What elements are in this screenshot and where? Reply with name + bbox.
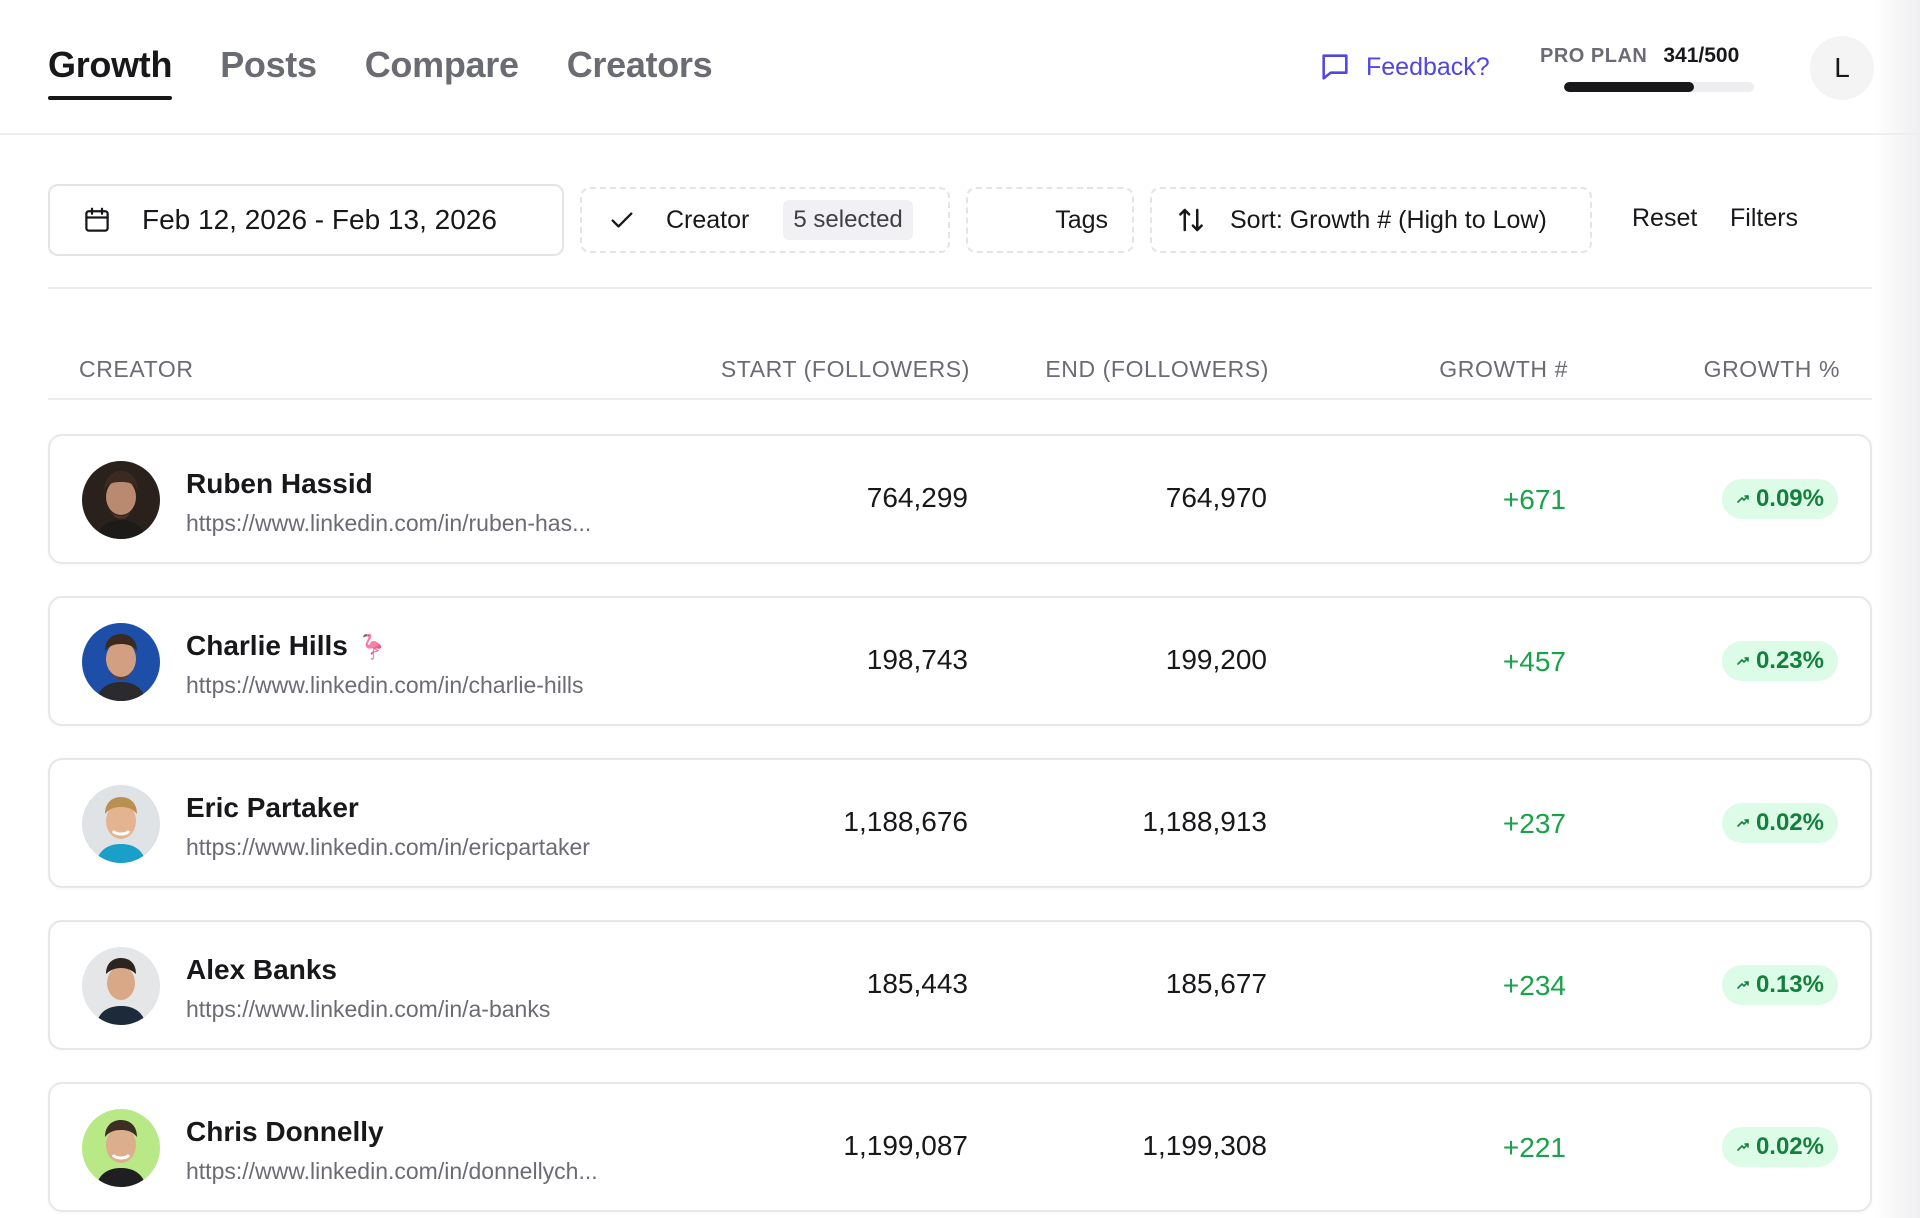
creator-filter-label: Creator xyxy=(666,205,750,234)
start-followers: 198,743 xyxy=(866,644,968,675)
creator-name: Eric Partaker xyxy=(186,792,359,823)
trend-up-icon xyxy=(1737,1143,1749,1151)
growth-number: +671 xyxy=(1502,484,1566,515)
column-header-start-followers[interactable]: START (FOLLOWERS) xyxy=(720,356,970,382)
tab-growth[interactable]: Growth xyxy=(48,44,172,100)
feedback-button[interactable]: Feedback? xyxy=(1318,50,1490,84)
avatar xyxy=(82,785,160,863)
creator-name: Ruben Hassid xyxy=(186,468,373,499)
flamingo-emoji: 🦩 xyxy=(357,634,388,661)
plan-label: PRO PLAN xyxy=(1540,45,1648,67)
trend-up-icon xyxy=(1737,657,1749,665)
trend-up-icon xyxy=(1737,981,1749,989)
growth-percent-badge: 0.02% xyxy=(1721,1127,1838,1167)
end-followers: 1,188,913 xyxy=(1142,806,1267,837)
plan-usage-count: 341/500 xyxy=(1663,44,1740,67)
table-header: CREATOR START (FOLLOWERS) END (FOLLOWERS… xyxy=(48,338,1872,400)
creator-profile-link[interactable]: https://www.linkedin.com/in/ericpartaker xyxy=(186,834,590,860)
creator-filter-button[interactable]: Creator 5 selected xyxy=(580,187,950,253)
creator-name-text: Charlie Hills xyxy=(186,630,348,661)
growth-percent-badge: 0.09% xyxy=(1721,479,1838,519)
reset-button[interactable]: Reset xyxy=(1632,204,1698,232)
calendar-icon xyxy=(85,207,109,232)
creator-profile-link[interactable]: https://www.linkedin.com/in/a-banks xyxy=(186,996,551,1022)
end-followers: 764,970 xyxy=(1165,482,1267,513)
creator-profile-link[interactable]: https://www.linkedin.com/in/charlie-hill… xyxy=(186,672,584,698)
trend-up-icon xyxy=(1737,819,1749,827)
growth-number: +234 xyxy=(1502,970,1566,1001)
column-header-creator[interactable]: CREATOR xyxy=(79,356,194,382)
column-header-end-followers[interactable]: END (FOLLOWERS) xyxy=(1045,356,1269,382)
table-row[interactable]: Eric Partaker https://www.linkedin.com/i… xyxy=(48,758,1872,888)
column-header-growth-number[interactable]: GROWTH # xyxy=(1439,356,1568,382)
growth-number: +457 xyxy=(1502,646,1566,677)
growth-percent-badge: 0.13% xyxy=(1721,965,1838,1005)
growth-number: +221 xyxy=(1502,1132,1566,1163)
tab-creators[interactable]: Creators xyxy=(566,44,713,85)
sort-arrows-icon xyxy=(1179,208,1203,232)
date-range-picker[interactable]: Feb 12, 2026 - Feb 13, 2026 xyxy=(48,184,564,256)
chat-bubble-icon xyxy=(1322,54,1348,80)
tab-compare[interactable]: Compare xyxy=(364,44,519,85)
tags-filter-label: Tags xyxy=(1055,205,1108,234)
start-followers: 764,299 xyxy=(866,482,968,513)
top-navigation-bar: Growth Posts Compare Creators Feedback? … xyxy=(0,0,1920,135)
growth-number: +237 xyxy=(1502,808,1566,839)
checkmark-icon xyxy=(611,212,633,228)
table-row[interactable]: Chris Donnelly https://www.linkedin.com/… xyxy=(48,1082,1872,1212)
sort-button[interactable]: Sort: Growth # (High to Low) xyxy=(1150,187,1592,253)
start-followers: 1,199,087 xyxy=(843,1130,968,1161)
user-avatar-button[interactable]: L xyxy=(1810,36,1874,100)
filter-divider xyxy=(48,287,1872,289)
end-followers: 199,200 xyxy=(1165,644,1267,675)
trend-up-icon xyxy=(1737,495,1749,503)
filter-bar: Feb 12, 2026 - Feb 13, 2026 Creator 5 se… xyxy=(48,184,1872,256)
growth-percent: 0.23% xyxy=(1755,647,1824,674)
creator-name: Charlie Hills 🦩 xyxy=(186,630,388,662)
avatar xyxy=(82,947,160,1025)
end-followers: 1,199,308 xyxy=(1142,1130,1267,1161)
creator-name: Alex Banks xyxy=(186,954,337,985)
growth-percent: 0.13% xyxy=(1755,971,1824,998)
creator-profile-link[interactable]: https://www.linkedin.com/in/ruben-has... xyxy=(186,510,592,536)
creator-profile-link[interactable]: https://www.linkedin.com/in/donnellych..… xyxy=(186,1158,598,1184)
tags-filter-button[interactable]: Tags xyxy=(966,187,1134,253)
tab-posts[interactable]: Posts xyxy=(220,44,317,85)
edge-shadow xyxy=(1874,0,1920,1218)
start-followers: 185,443 xyxy=(866,968,968,999)
growth-percent: 0.02% xyxy=(1755,809,1824,836)
avatar xyxy=(82,623,160,701)
start-followers: 1,188,676 xyxy=(843,806,968,837)
table-row[interactable]: Alex Banks https://www.linkedin.com/in/a… xyxy=(48,920,1872,1050)
growth-percent-badge: 0.23% xyxy=(1721,641,1838,681)
growth-percent: 0.02% xyxy=(1755,1133,1824,1160)
end-followers: 185,677 xyxy=(1165,968,1267,999)
main-tabs: Growth Posts Compare Creators xyxy=(48,44,713,100)
plan-usage-bar-fill xyxy=(1564,82,1694,92)
feedback-label: Feedback? xyxy=(1366,52,1490,81)
plan-usage: PRO PLAN 341/500 xyxy=(1540,44,1754,92)
avatar xyxy=(82,1109,160,1187)
sort-label: Sort: Growth # (High to Low) xyxy=(1230,205,1547,234)
creator-name: Chris Donnelly xyxy=(186,1116,384,1147)
date-range-label: Feb 12, 2026 - Feb 13, 2026 xyxy=(142,204,497,235)
creator-selected-badge: 5 selected xyxy=(783,200,913,240)
column-header-growth-percent[interactable]: GROWTH % xyxy=(1703,356,1840,382)
table-row[interactable]: Charlie Hills 🦩 https://www.linkedin.com/… xyxy=(48,596,1872,726)
plan-usage-bar xyxy=(1564,82,1754,92)
growth-percent-badge: 0.02% xyxy=(1721,803,1838,843)
filters-button[interactable]: Filters xyxy=(1730,204,1799,232)
growth-percent: 0.09% xyxy=(1755,485,1824,512)
avatar xyxy=(82,461,160,539)
table-row[interactable]: Ruben Hassid https://www.linkedin.com/in… xyxy=(48,434,1872,564)
